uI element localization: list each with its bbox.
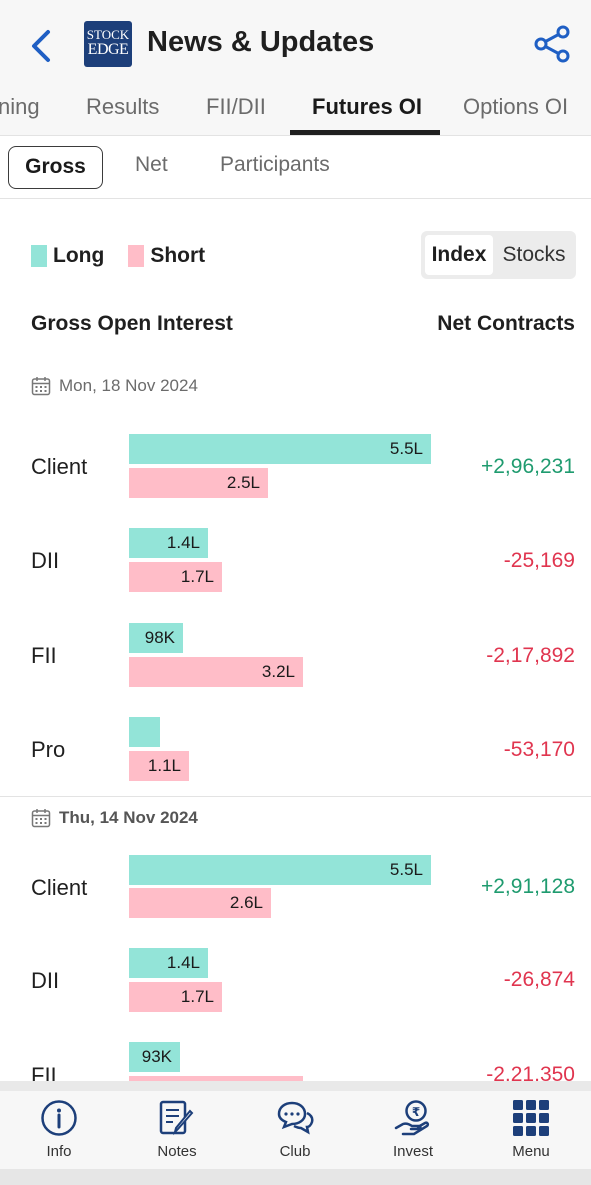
legend-long: Long — [31, 244, 104, 268]
net-contracts-value: -2,17,892 — [486, 644, 575, 667]
share-icon[interactable] — [532, 24, 572, 64]
short-bar: 1.1L — [129, 751, 189, 781]
row-label: Client — [31, 454, 88, 479]
svg-text:₹: ₹ — [412, 1105, 420, 1119]
long-bar: 93K — [129, 1042, 180, 1072]
subtab-gross[interactable]: Gross — [8, 146, 103, 189]
net-contracts-value: -2,21,350 — [486, 1063, 575, 1086]
long-bar: 5.5L — [129, 855, 431, 885]
system-home-bar — [0, 1169, 591, 1185]
row-label: FII — [31, 643, 57, 668]
short-bar: 1.7L — [129, 982, 222, 1012]
tab-futures-oi[interactable]: Futures OI — [312, 94, 423, 119]
subtab-participants[interactable]: Participants — [220, 153, 330, 176]
toggle-stocks[interactable]: Stocks — [502, 243, 566, 266]
legend-short-label: Short — [150, 244, 206, 267]
info-icon — [41, 1100, 77, 1136]
nav-menu-label: Menu — [512, 1143, 550, 1160]
short-swatch — [128, 245, 145, 267]
short-bar: 2.6L — [129, 888, 271, 918]
row-label: Pro — [31, 737, 66, 762]
chart-legend: Long Short — [31, 241, 229, 271]
app-header: STOCK EDGE News & Updates — [0, 0, 591, 88]
net-contracts-heading: Net Contracts — [437, 312, 575, 335]
bottom-nav-separator — [0, 1081, 591, 1091]
long-bar: 5.5L — [129, 434, 431, 464]
club-icon — [277, 1101, 314, 1135]
subtab-net[interactable]: Net — [135, 153, 168, 176]
long-bar: 1.4L — [129, 528, 208, 558]
gross-oi-heading: Gross Open Interest — [31, 312, 233, 335]
calendar-icon — [31, 377, 51, 396]
bottom-navigation: Info Notes Club ₹ Invest — [0, 1091, 591, 1169]
nav-notes-label: Notes — [157, 1143, 197, 1160]
menu-grid-icon — [513, 1100, 549, 1136]
net-contracts-value: -26,874 — [503, 968, 575, 991]
long-bar: 98K — [129, 623, 183, 653]
nav-info-label: Info — [46, 1143, 72, 1160]
nav-club-label: Club — [279, 1143, 311, 1160]
net-contracts-value: -25,169 — [503, 549, 575, 572]
page-title: News & Updates — [147, 26, 375, 58]
nav-notes[interactable]: Notes — [118, 1091, 236, 1169]
tab-results[interactable]: Results — [86, 94, 160, 119]
section-date-text: Thu, 14 Nov 2024 — [59, 808, 198, 827]
tab-options-oi[interactable]: Options OI — [463, 94, 569, 119]
notes-icon — [159, 1100, 194, 1136]
row-label: DII — [31, 548, 60, 573]
nav-invest-label: Invest — [392, 1143, 434, 1160]
row-label: DII — [31, 968, 60, 993]
tab-opening[interactable]: ning — [0, 94, 40, 119]
net-contracts-value: +2,96,231 — [480, 455, 575, 478]
nav-invest[interactable]: ₹ Invest — [354, 1091, 472, 1169]
category-tabs: ning Results FII/DII Futures OI Options … — [0, 88, 591, 136]
tab-fii-dii[interactable]: FII/DII — [206, 94, 266, 119]
long-bar: 1.4L — [129, 948, 208, 978]
active-tab-indicator — [290, 130, 440, 135]
short-bar: 1.7L — [129, 562, 222, 592]
section-date-text: Mon, 18 Nov 2024 — [59, 376, 198, 395]
long-swatch — [31, 245, 47, 267]
section-date: Mon, 18 Nov 2024 — [31, 374, 198, 398]
short-bar: 3.2L — [129, 657, 303, 687]
legend-long-label: Long — [53, 244, 105, 267]
net-contracts-value: -53,170 — [503, 738, 575, 761]
toggle-index[interactable]: Index — [425, 235, 493, 275]
net-contracts-value: +2,91,128 — [480, 875, 575, 898]
calendar-icon — [31, 809, 51, 828]
invest-icon: ₹ — [394, 1100, 430, 1136]
view-subtabs: Gross Net Participants — [0, 137, 591, 199]
legend-short: Short — [128, 244, 205, 268]
nav-menu[interactable]: Menu — [472, 1091, 590, 1169]
row-label: Client — [31, 875, 88, 900]
nav-info[interactable]: Info — [0, 1091, 118, 1169]
nav-club[interactable]: Club — [236, 1091, 354, 1169]
stockedge-logo: STOCK EDGE — [84, 21, 132, 67]
section-divider — [0, 796, 591, 797]
index-stocks-toggle: Index Stocks — [421, 231, 576, 279]
section-date: Thu, 14 Nov 2024 — [31, 806, 198, 830]
short-bar: 2.5L — [129, 468, 268, 498]
long-bar — [129, 717, 160, 747]
back-arrow-icon[interactable] — [26, 26, 58, 66]
